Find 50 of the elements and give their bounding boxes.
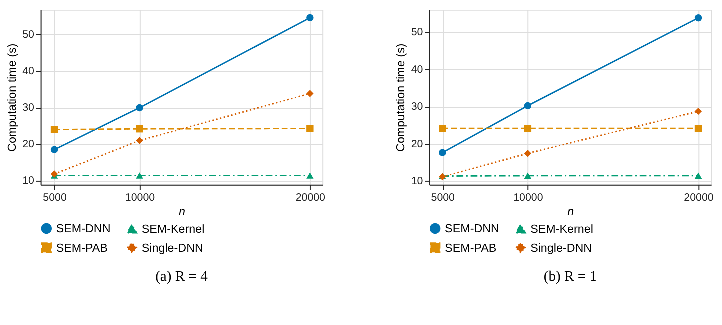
legend-label: Single-DNN	[142, 242, 204, 255]
y-tick-label: 50	[411, 26, 424, 39]
point	[50, 126, 58, 134]
point	[439, 149, 446, 156]
x-tick-label: 20000	[296, 192, 326, 204]
y-tick-label: 40	[22, 66, 35, 78]
y-axis-title: Computation time (s)	[6, 44, 19, 152]
point	[694, 14, 702, 22]
point	[694, 172, 702, 180]
point	[136, 137, 144, 144]
y-tick-label: 20	[411, 138, 424, 150]
point	[136, 104, 144, 112]
y-tick-label: 30	[411, 101, 424, 114]
point	[306, 14, 314, 22]
x-axis-title: n	[178, 205, 186, 218]
legend-label: SEM-Kernel	[530, 222, 594, 236]
y-tick-label: 10	[22, 174, 35, 187]
text: (b) R = 1	[544, 269, 597, 286]
point	[136, 126, 144, 133]
point	[694, 108, 702, 116]
legend-label: SEM-PAB	[56, 242, 108, 255]
point	[694, 125, 702, 132]
x-axis-title: n	[568, 205, 574, 218]
y-tick-label: 40	[411, 64, 424, 76]
point	[136, 172, 144, 179]
point	[524, 125, 532, 132]
x-tick-label: 10000	[125, 192, 156, 204]
point	[306, 125, 314, 132]
y-axis-title: Computation time (s)	[394, 44, 408, 152]
point	[524, 150, 532, 158]
point	[439, 125, 446, 132]
y-tick-label: 10	[411, 176, 424, 188]
x-tick-label: 20000	[684, 192, 714, 204]
x-tick-label: 5000	[43, 192, 67, 204]
point	[50, 146, 58, 154]
y-tick-label: 30	[22, 102, 35, 114]
point	[306, 172, 314, 179]
legend-label: SEM-Kernel	[142, 222, 205, 236]
point	[306, 90, 314, 98]
y-tick-label: 20	[22, 138, 35, 150]
legend-label: SEM-PAB	[445, 242, 497, 255]
point	[524, 172, 532, 180]
legend-label: Single-DNN	[530, 242, 592, 255]
text: (a) R = 4	[156, 269, 209, 286]
x-tick-label: 10000	[514, 192, 544, 204]
x-tick-label: 5000	[431, 192, 456, 204]
point	[524, 102, 532, 110]
legend-label: SEM-DNN	[56, 222, 111, 236]
legend-label: SEM-DNN	[445, 222, 500, 236]
y-tick-label: 50	[22, 29, 35, 42]
